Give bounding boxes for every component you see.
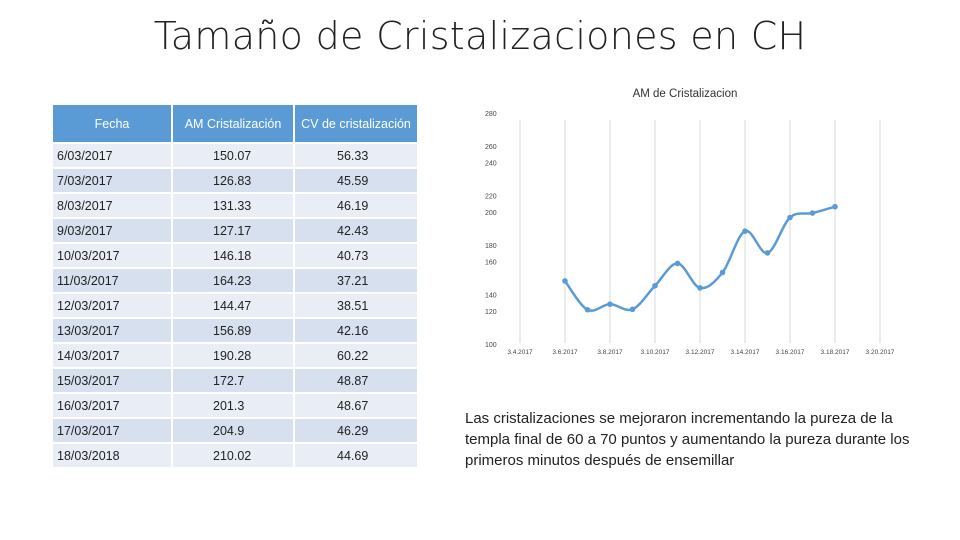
table-row: 9/03/2017 127.17 42.43	[53, 219, 417, 242]
y-tick-label: 100	[485, 342, 497, 349]
cell-am: 164.23	[173, 269, 295, 292]
cell-fecha: 14/03/2017	[53, 344, 173, 367]
cell-cv: 38.51	[295, 294, 417, 317]
cell-cv: 45.59	[295, 169, 417, 192]
table-row: 18/03/2018 210.02 44.69	[53, 444, 417, 467]
data-point	[674, 260, 681, 267]
cell-am: 156.89	[173, 319, 295, 342]
cell-am: 146.18	[173, 244, 295, 267]
cell-am: 210.02	[173, 444, 295, 467]
cell-cv: 46.29	[295, 419, 417, 442]
cell-cv: 40.73	[295, 244, 417, 267]
cell-cv: 44.69	[295, 444, 417, 467]
y-tick-label: 200	[485, 210, 497, 217]
cell-fecha: 6/03/2017	[53, 144, 173, 167]
cell-cv: 46.19	[295, 194, 417, 217]
table-header-row: Fecha AM Cristalización CV de cristaliza…	[53, 105, 417, 142]
data-point	[607, 301, 613, 307]
cell-am: 126.83	[173, 169, 295, 192]
x-tick-label: 3.18.2017	[821, 349, 850, 356]
cell-fecha: 18/03/2018	[53, 444, 173, 467]
y-tick-label: 160	[485, 260, 497, 267]
data-point	[719, 269, 726, 276]
cell-am: 131.33	[173, 194, 295, 217]
cell-cv: 42.16	[295, 319, 417, 342]
x-tick-label: 3.20.2017	[866, 349, 895, 356]
cell-cv: 60.22	[295, 344, 417, 367]
cell-am: 190.28	[173, 344, 295, 367]
table-row: 7/03/2017 126.83 45.59	[53, 169, 417, 192]
cell-fecha: 12/03/2017	[53, 294, 173, 317]
cell-fecha: 11/03/2017	[53, 269, 173, 292]
cell-fecha: 8/03/2017	[53, 194, 173, 217]
y-tick-label: 120	[485, 309, 497, 316]
y-tick-label: 280	[485, 111, 497, 118]
cell-am: 127.17	[173, 219, 295, 242]
data-point	[584, 306, 591, 313]
header-cv: CV de cristalización	[295, 105, 417, 142]
table-row: 12/03/2017 144.47 38.51	[53, 294, 417, 317]
table-row: 13/03/2017 156.89 42.16	[53, 319, 417, 342]
table-row: 6/03/2017 150.07 56.33	[53, 144, 417, 167]
cell-am: 201.3	[173, 394, 295, 417]
table-row: 14/03/2017 190.28 60.22	[53, 344, 417, 367]
cell-cv: 48.87	[295, 369, 417, 392]
slide-title: Tamaño de Cristalizaciones en CH	[153, 14, 807, 58]
data-point	[832, 203, 838, 210]
cell-cv: 42.43	[295, 219, 417, 242]
header-fecha: Fecha	[53, 105, 173, 142]
header-am: AM Cristalización	[173, 105, 295, 142]
x-tick-label: 3.6.2017	[552, 349, 578, 356]
table-row: 10/03/2017 146.18 40.73	[53, 244, 417, 267]
cell-fecha: 16/03/2017	[53, 394, 173, 417]
x-tick-label: 3.12.2017	[686, 349, 715, 356]
cell-fecha: 10/03/2017	[53, 244, 173, 267]
cell-fecha: 7/03/2017	[53, 169, 173, 192]
y-tick-label: 140	[485, 292, 497, 299]
data-point	[697, 285, 703, 291]
cell-fecha: 15/03/2017	[53, 369, 173, 392]
cell-cv: 37.21	[295, 269, 417, 292]
note-text: Las cristalizaciones se mejoraron increm…	[465, 410, 910, 469]
data-point	[787, 214, 793, 221]
y-tick-label: 240	[485, 161, 497, 168]
data-point	[652, 282, 658, 289]
data-point	[562, 278, 568, 284]
data-point	[809, 210, 816, 216]
table-row: 15/03/2017 172.7 48.87	[53, 369, 417, 392]
data-point	[629, 306, 636, 313]
table-row: 11/03/2017 164.23 37.21	[53, 269, 417, 292]
data-point	[742, 228, 748, 234]
cell-fecha: 17/03/2017	[53, 419, 173, 442]
cell-am: 144.47	[173, 294, 295, 317]
table-row: 17/03/2017 204.9 46.29	[53, 419, 417, 442]
cell-fecha: 13/03/2017	[53, 319, 173, 342]
y-tick-label: 260	[485, 144, 497, 151]
cell-am: 150.07	[173, 144, 295, 167]
y-tick-label: 220	[485, 193, 497, 200]
x-tick-label: 3.16.2017	[776, 349, 805, 356]
cell-am: 172.7	[173, 369, 295, 392]
data-table: Fecha AM Cristalización CV de cristaliza…	[53, 103, 417, 469]
cell-cv: 48.67	[295, 394, 417, 417]
chart-title: AM de Cristalizacion	[632, 88, 738, 100]
data-point	[764, 250, 771, 256]
x-tick-label: 3.14.2017	[731, 349, 760, 356]
x-tick-label: 3.4.2017	[507, 349, 533, 356]
cell-fecha: 9/03/2017	[53, 219, 173, 242]
x-tick-label: 3.8.2017	[597, 349, 623, 356]
table-row: 16/03/2017 201.3 48.67	[53, 394, 417, 417]
y-tick-label: 180	[485, 243, 497, 250]
x-tick-label: 3.10.2017	[641, 349, 670, 356]
cell-am: 204.9	[173, 419, 295, 442]
table-row: 8/03/2017 131.33 46.19	[53, 194, 417, 217]
cell-cv: 56.33	[295, 144, 417, 167]
line-chart: 100 120 140 160 180 200 220 240 260 280 3.4.2017 3.…	[485, 111, 895, 356]
